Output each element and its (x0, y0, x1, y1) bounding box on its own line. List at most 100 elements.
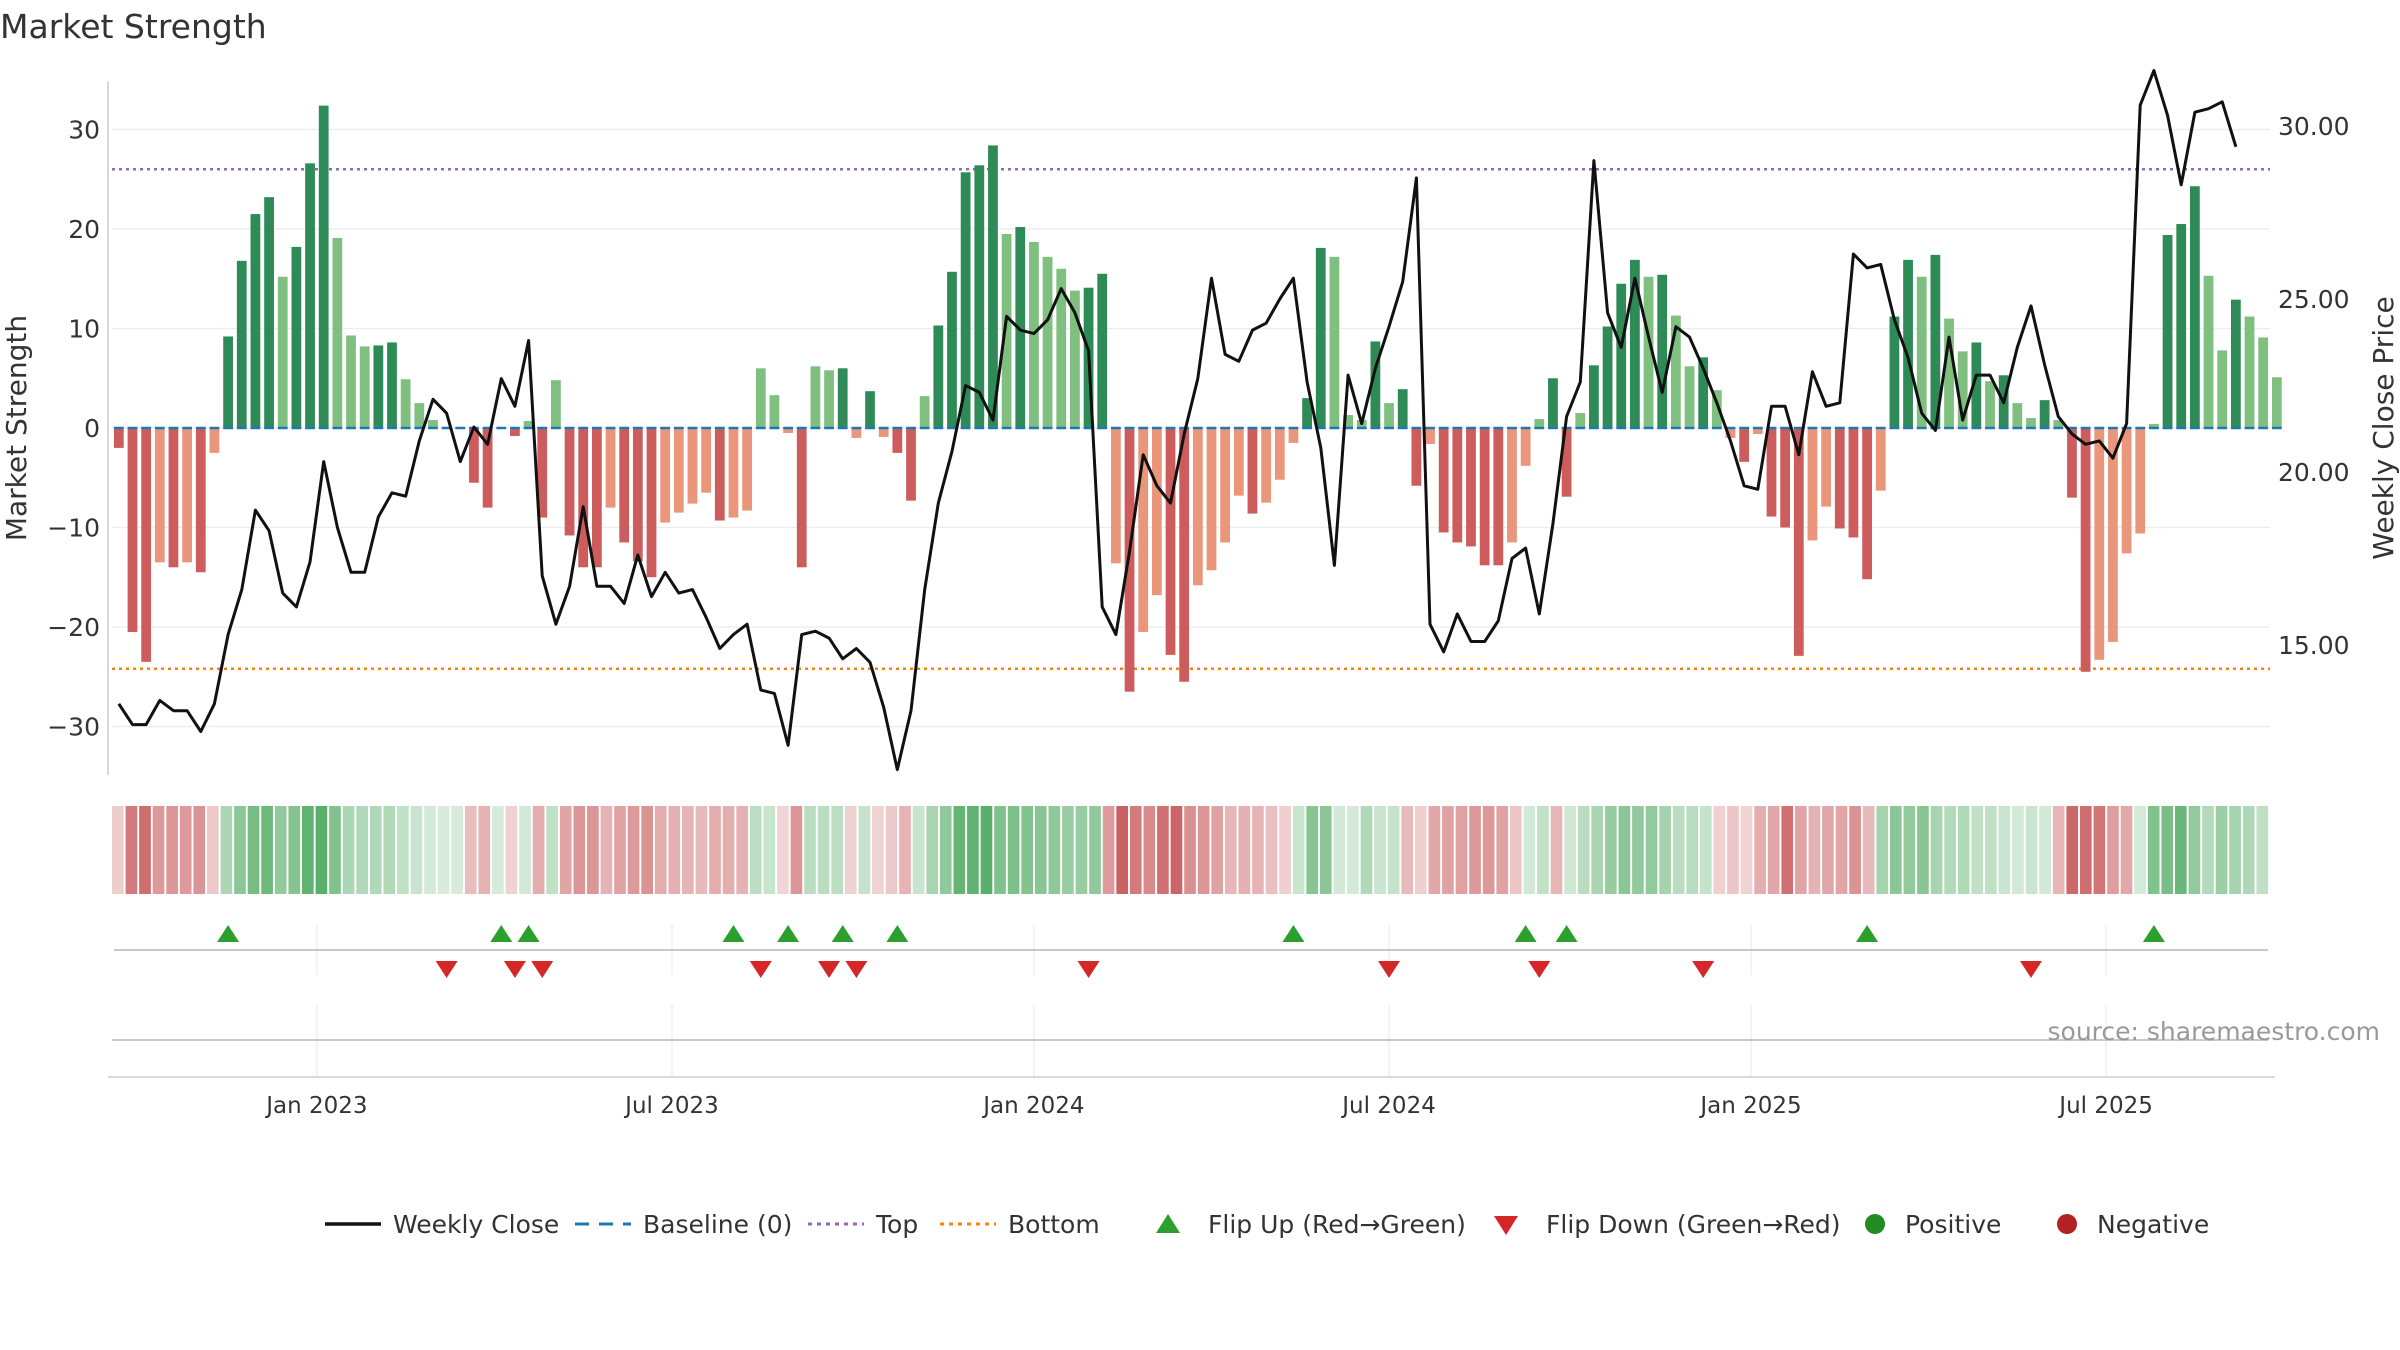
heat-cell (1414, 806, 1427, 894)
strength-bar (1466, 428, 1476, 547)
heat-cell (682, 806, 694, 894)
legend-swatch-triangle-up (1156, 1214, 1180, 1233)
right-axis-ticks: 30.00 25.00 20.00 15.00 (2278, 112, 2350, 660)
strength-bar (305, 163, 315, 428)
heat-cell (872, 806, 884, 894)
strength-bar (2108, 428, 2118, 642)
heat-cell (1401, 806, 1414, 894)
heat-cell (2134, 806, 2146, 894)
strength-bar (2039, 400, 2050, 428)
flip-down-marker (1692, 961, 1715, 978)
flip-down-marker (1528, 961, 1551, 978)
strength-bar (892, 428, 903, 453)
heat-cell (464, 806, 477, 894)
strength-bar (1479, 428, 1490, 566)
heat-cell (2012, 806, 2024, 894)
heat-cell (288, 806, 301, 894)
heat-cell (1143, 806, 1156, 894)
heat-cell (519, 806, 531, 894)
legend-item: Positive (1865, 1210, 2001, 1239)
source-credit: source: sharemaestro.com (2048, 1017, 2381, 1046)
strength-bar (1711, 390, 1722, 428)
heat-cell (1564, 806, 1576, 894)
flip-down-marker (845, 961, 868, 978)
legend-swatch-circle (2057, 1214, 2077, 1234)
heat-cell (709, 806, 721, 894)
heat-cell (559, 806, 572, 894)
strength-bar (400, 379, 411, 428)
flip-down-marker (531, 961, 554, 978)
strength-heat-strip (112, 806, 2269, 894)
strength-bar (810, 366, 821, 428)
heat-cell (1632, 806, 1644, 894)
strength-bar (878, 428, 889, 437)
strength-bar (264, 197, 274, 428)
strength-bar (1780, 428, 1791, 528)
legend-label: Weekly Close (393, 1210, 559, 1239)
flip-down-marker (818, 961, 841, 978)
strength-bar (141, 428, 152, 662)
strength-bar (1329, 256, 1340, 428)
x-tick-label: Jan 2025 (1698, 1093, 1801, 1119)
heat-cell (505, 806, 518, 894)
y-tick-label: 30 (68, 116, 100, 145)
heat-cell (1862, 806, 1875, 894)
strength-bar (1821, 428, 1831, 507)
heat-cell (1482, 806, 1495, 894)
strength-bar (1616, 283, 1627, 428)
heat-cell (1917, 806, 1929, 894)
strength-bar (482, 428, 493, 508)
strength-bar (605, 428, 616, 508)
flip-up-marker (1282, 925, 1305, 942)
heat-cell (804, 806, 816, 894)
legend: Weekly Close Baseline (0) Top Bottom Flip Up… (325, 1210, 2209, 1239)
strength-bar (1056, 268, 1067, 428)
reference-lines (112, 168, 2270, 671)
heat-cell (247, 806, 260, 894)
heat-cell (1889, 806, 1902, 894)
strength-bar (1575, 413, 1586, 428)
strength-bar (1493, 428, 1504, 566)
heat-cell (1930, 806, 1943, 894)
legend-swatch-triangle-down (1494, 1216, 1518, 1235)
x-tick-label: Jan 2024 (981, 1093, 1084, 1119)
heat-cell (1849, 806, 1861, 894)
strength-bar (1602, 326, 1613, 428)
heat-cell (2093, 806, 2106, 894)
legend-label: Bottom (1008, 1210, 1100, 1239)
heat-cell (234, 806, 246, 894)
strength-bar (2217, 350, 2228, 428)
heat-cell (1170, 806, 1183, 894)
main-panel: 30 20 10 0 −10 −20 −30 30.00 25.00 20.00 15.00 Ma… (0, 69, 2400, 1077)
strength-bar (1233, 428, 1244, 496)
strength-bar (578, 428, 589, 568)
strength-bar (551, 380, 561, 428)
strength-bar (1971, 342, 1982, 428)
strength-bar (1875, 428, 1886, 491)
strength-bar (824, 370, 834, 428)
legend-label: Flip Down (Green→Red) (1546, 1210, 1841, 1239)
strength-bar (2121, 428, 2132, 554)
heat-cell (1360, 806, 1373, 894)
strength-bar (1793, 428, 1804, 656)
strength-bar (414, 403, 425, 428)
chart-title: Market Strength (0, 7, 267, 46)
strength-bar (1698, 357, 1709, 428)
strength-bar (1015, 227, 1026, 428)
flip-down-marker (435, 961, 458, 978)
strength-bar (974, 165, 985, 428)
strength-bar (373, 345, 384, 428)
strength-bar (2271, 377, 2282, 428)
strength-bar (1452, 428, 1463, 543)
heat-cell (1944, 806, 1956, 894)
heat-cell (1211, 806, 1224, 894)
strength-bar (1507, 428, 1517, 543)
flip-panel (114, 925, 2268, 978)
heat-cell (587, 806, 599, 894)
weekly-close-line (117, 69, 2238, 772)
strength-bar (359, 346, 370, 428)
y-tick-label: 10 (68, 315, 100, 344)
strength-bar (1042, 256, 1053, 428)
heat-cell (654, 806, 667, 894)
